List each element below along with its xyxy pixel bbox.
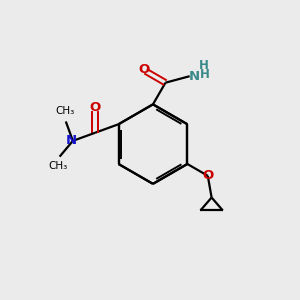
Text: O: O [203, 169, 214, 182]
Text: N: N [66, 134, 77, 147]
Text: H: H [199, 59, 209, 72]
Text: CH₃: CH₃ [56, 106, 75, 116]
Text: O: O [89, 101, 100, 114]
Text: H: H [200, 68, 210, 81]
Text: N: N [188, 70, 200, 83]
Text: CH₃: CH₃ [49, 161, 68, 171]
Text: O: O [139, 63, 150, 76]
